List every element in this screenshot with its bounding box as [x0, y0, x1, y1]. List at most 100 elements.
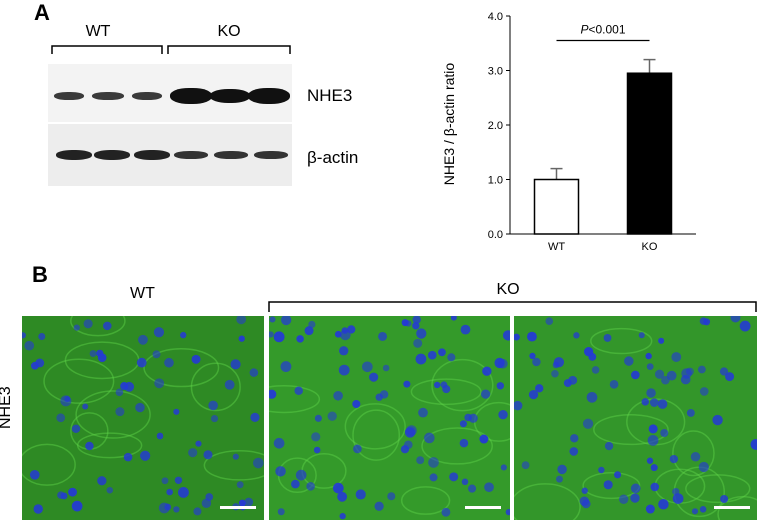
nucleus [603, 334, 612, 342]
nucleus [441, 507, 451, 517]
nucleus [699, 505, 707, 513]
nucleus [521, 461, 530, 470]
nucleus [545, 317, 554, 325]
nucleus [691, 508, 699, 515]
nucleus [355, 489, 366, 500]
nucleus [188, 448, 198, 458]
nucleus [712, 414, 723, 426]
nhe3-band [248, 88, 290, 104]
micrograph-ko-2 [514, 316, 757, 520]
nucleus [71, 424, 81, 433]
nucleus [277, 508, 285, 516]
nucleus [657, 399, 668, 409]
nhe3-blot [48, 64, 292, 122]
nucleus [173, 408, 180, 415]
nucleus [598, 466, 605, 474]
panel-b-label: B [32, 262, 48, 287]
nucleus [638, 332, 645, 339]
nucleus [295, 469, 307, 481]
nucleus [603, 480, 613, 490]
nucleus [660, 428, 669, 438]
nucleus [570, 434, 579, 443]
micro-row-label: NHE3 [0, 386, 14, 429]
nucleus [552, 361, 560, 369]
nucleus [412, 322, 420, 330]
nucleus [591, 366, 600, 374]
nucleus [498, 410, 508, 420]
nucleus [156, 432, 164, 440]
nucleus [569, 447, 579, 456]
nucleus [686, 408, 695, 417]
bar-wt [533, 178, 580, 235]
nucleus [291, 479, 300, 489]
nucleus [294, 386, 303, 396]
nucleus [89, 350, 97, 357]
nucleus [304, 326, 314, 336]
tubule-outline [590, 327, 653, 355]
nucleus [494, 357, 505, 369]
nucleus [672, 487, 680, 496]
y-tick-label: 3.0 [488, 66, 503, 78]
nucleus [230, 359, 241, 370]
nucleus [56, 413, 66, 423]
nucleus [269, 316, 276, 323]
nucleus [416, 328, 427, 339]
nucleus [646, 457, 654, 464]
nucleus [658, 499, 669, 510]
nucleus [650, 464, 658, 472]
nucleus [173, 506, 180, 513]
nucleus [484, 482, 494, 493]
nucleus [649, 398, 659, 407]
nucleus [698, 461, 709, 473]
nhe3-band [210, 89, 250, 103]
nucleus [496, 382, 505, 390]
nucleus [374, 501, 384, 511]
nucleus [82, 403, 89, 410]
nucleus [337, 491, 348, 502]
nucleus [464, 413, 472, 422]
nucleus [424, 432, 435, 444]
micro-ko-bracket: KO [268, 281, 757, 312]
nucleus [647, 434, 659, 446]
nucleus [556, 475, 563, 483]
bar-chart: 0.0 1.0 2.0 3.0 4.0 WT KO NHE3 / β-actin ratio… [441, 11, 696, 253]
nucleus [339, 512, 346, 520]
nucleus [35, 358, 45, 368]
actin-band [254, 151, 288, 159]
nucleus [624, 356, 634, 366]
nucleus [584, 347, 594, 357]
nuclei-layer [22, 316, 264, 516]
nucleus [115, 388, 124, 397]
nucleus [631, 370, 640, 380]
nucleus [205, 493, 214, 501]
nucleus [505, 509, 510, 516]
nucleus [33, 504, 43, 514]
blot-group-wt: WT [86, 23, 111, 40]
wt-bracket [51, 45, 163, 54]
nucleus [180, 331, 187, 339]
nucleus [650, 482, 660, 492]
nucleus [311, 432, 321, 442]
nucleus [280, 361, 292, 372]
nucleus [699, 387, 709, 396]
tubule-outline [203, 449, 264, 481]
nucleus [29, 469, 40, 480]
nucleus [459, 438, 469, 448]
nucleus [479, 434, 489, 444]
nucleus [551, 369, 559, 378]
nucleus [450, 316, 457, 321]
nucleus [210, 415, 219, 423]
panel-a-label: A [34, 0, 50, 25]
tubule-outline [344, 403, 406, 450]
nucleus [648, 424, 658, 434]
nhe3-band [92, 92, 124, 100]
nucleus [250, 412, 260, 423]
nucleus [645, 352, 652, 360]
nucleus [378, 331, 388, 341]
nucleus [671, 352, 682, 362]
ko-bracket [167, 45, 291, 54]
nucleus [164, 503, 172, 511]
nuclei-layer [514, 316, 757, 520]
nucleus [719, 367, 729, 376]
nucleus [725, 372, 735, 382]
